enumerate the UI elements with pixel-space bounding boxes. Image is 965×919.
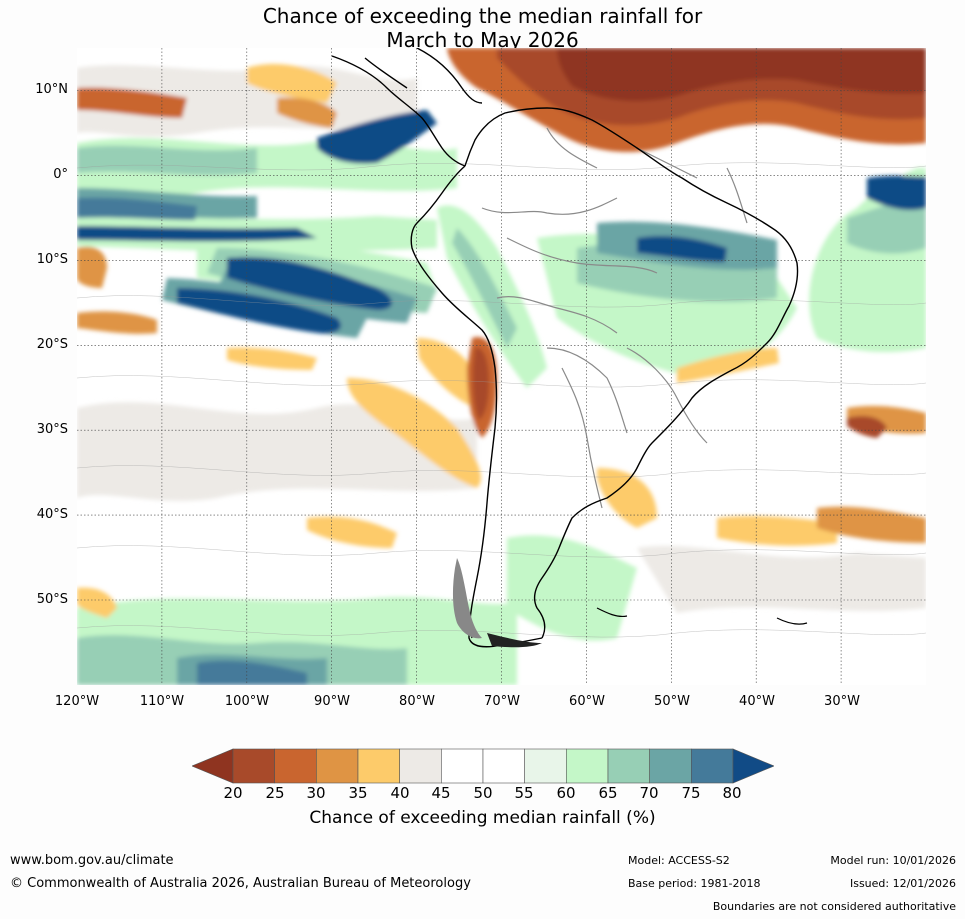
colorbar-under-arrow [191,748,234,784]
lon-label-30w: 30°W [824,694,860,709]
colorbar [191,748,775,784]
lon-label-50w: 50°W [654,694,690,709]
colorbar-tick-30: 30 [306,784,326,802]
lon-label-40w: 40°W [739,694,775,709]
colorbar-cell-60-65 [566,748,609,784]
colorbar-cell-45-50 [441,748,484,784]
lat-label-0: 0° [53,167,68,182]
issued-date: Issued: 12/01/2026 [849,877,956,890]
country-borders [481,127,748,509]
lon-label-110w: 110°W [139,694,185,709]
lat-label-10n: 10°N [35,82,68,97]
coastlines [331,48,808,648]
colorbar-tick-60: 60 [556,784,576,802]
colorbar-tick-45: 45 [431,784,451,802]
colorbar-cell-25-30 [274,748,317,784]
contour-lines [77,162,926,638]
map-svg [77,48,926,685]
colorbar-tick-65: 65 [598,784,618,802]
rainfall-map [77,48,926,685]
southern-islands [452,558,542,648]
colorbar-tick-80: 80 [722,784,742,802]
lat-label-50s: 50°S [36,592,68,607]
colorbar-tick-40: 40 [390,784,410,802]
lon-label-70w: 70°W [484,694,520,709]
colorbar-over-arrow [732,748,775,784]
lon-label-100w: 100°W [224,694,270,709]
lon-label-120w: 120°W [54,694,100,709]
boundary-disclaimer: Boundaries are not considered authoritat… [712,900,956,913]
website-link[interactable]: www.bom.gov.au/climate [10,853,174,868]
lon-label-60w: 60°W [569,694,605,709]
colorbar-svg [191,748,775,784]
colorbar-tick-25: 25 [265,784,285,802]
colorbar-cell-35-40 [357,748,400,784]
colorbar-cell-20-25 [232,748,275,784]
lat-label-20s: 20°S [36,337,68,352]
model-name: Model: ACCESS-S2 [628,854,730,867]
base-period: Base period: 1981-2018 [628,877,761,890]
colorbar-cell-30-35 [316,748,359,784]
lon-label-80w: 80°W [399,694,435,709]
model-run: Model run: 10/01/2026 [830,854,956,867]
colorbar-cell-70-75 [649,748,692,784]
colorbar-cell-40-45 [399,748,442,784]
lat-label-30s: 30°S [36,422,68,437]
colorbar-tick-70: 70 [639,784,659,802]
colorbar-cell-55-60 [524,748,567,784]
copyright-text: © Commonwealth of Australia 2026, Austra… [10,876,471,891]
lat-label-10s: 10°S [36,252,68,267]
colorbar-tick-55: 55 [514,784,534,802]
colorbar-tick-20: 20 [223,784,243,802]
colorbar-cell-65-70 [607,748,650,784]
probability-field [77,48,926,685]
colorbar-tick-75: 75 [681,784,701,802]
colorbar-cell-75-80 [691,748,734,784]
graticule [77,48,926,685]
lon-label-90w: 90°W [314,694,350,709]
lat-label-40s: 40°S [36,507,68,522]
title-line-1: Chance of exceeding the median rainfall … [262,4,703,28]
colorbar-cell-50-55 [482,748,525,784]
map-title: Chance of exceeding the median rainfall … [0,4,965,52]
colorbar-cells [232,748,734,784]
colorbar-label: Chance of exceeding median rainfall (%) [309,808,656,828]
colorbar-tick-50: 50 [473,784,493,802]
colorbar-tick-35: 35 [348,784,368,802]
